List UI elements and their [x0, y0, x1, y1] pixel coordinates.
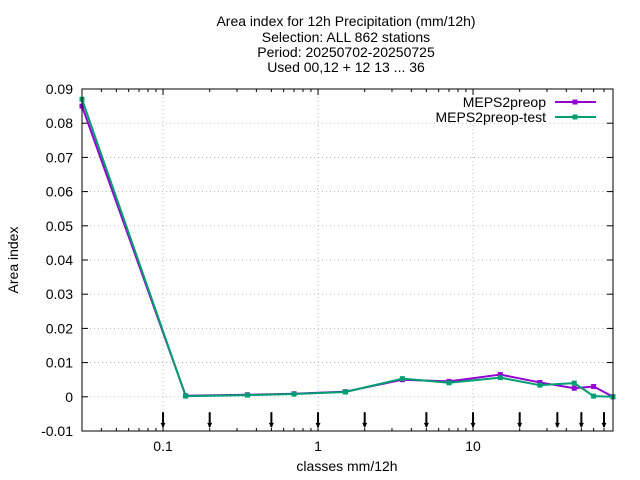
y-tick-label: 0.08: [46, 115, 73, 131]
y-tick-label: 0.03: [46, 286, 73, 302]
series-1-point: [571, 380, 577, 386]
class-marker-arrowhead: [470, 422, 476, 428]
class-marker-arrowhead: [578, 422, 584, 428]
series-1-point: [497, 375, 503, 381]
axis-ticks: -0.01 0 0.01 0.02 0.03 0.04 0.05 0.06 0.07 0.08 0.…: [41, 81, 613, 454]
legend-marker-meps2preop-test: [572, 114, 578, 120]
legend: MEPS2preop MEPS2preop-test: [436, 94, 596, 125]
series-1-point: [291, 391, 297, 397]
legend-marker-meps2preop: [572, 99, 578, 105]
series-0-point: [591, 384, 597, 390]
series-1-point: [591, 393, 597, 399]
y-tick-label: 0.04: [46, 252, 73, 268]
series-1-point: [342, 389, 348, 395]
chart-title: Area index for 12h Precipitation (mm/12h…: [216, 13, 475, 75]
title-line-3: Period: 20250702-20250725: [257, 44, 435, 60]
series-0-point: [571, 385, 577, 391]
x-tick-label: 0.1: [153, 438, 173, 454]
class-marker-arrowhead: [554, 422, 560, 428]
y-tick-label: 0.09: [46, 81, 73, 97]
x-tick-label: 1: [314, 438, 322, 454]
series-0-point: [537, 379, 543, 385]
legend-label-meps2preop-test: MEPS2preop-test: [436, 109, 547, 125]
series-1-point: [446, 380, 452, 386]
series-1-point: [244, 392, 250, 398]
class-marker-arrowhead: [517, 422, 523, 428]
title-line-1: Area index for 12h Precipitation (mm/12h…: [216, 13, 475, 29]
title-line-4: Used 00,12 + 12 13 ... 36: [267, 59, 425, 75]
class-marker-arrowhead: [601, 422, 607, 428]
class-markers: [160, 412, 607, 428]
y-tick-label: 0.05: [46, 218, 73, 234]
series-1-point: [537, 382, 543, 388]
plot-frame: [81, 88, 614, 432]
x-axis-label: classes mm/12h: [296, 458, 397, 474]
title-line-2: Selection: ALL 862 stations: [262, 29, 430, 45]
class-marker-arrowhead: [362, 422, 368, 428]
series-layer: [79, 96, 616, 400]
legend-label-meps2preop: MEPS2preop: [463, 94, 546, 110]
class-marker-arrowhead: [423, 422, 429, 428]
series-line-1: [81, 98, 614, 398]
class-marker-arrowhead: [160, 422, 166, 428]
y-tick-label: 0.06: [46, 184, 73, 200]
class-marker-arrowhead: [315, 422, 321, 428]
class-marker-arrowhead: [268, 422, 274, 428]
y-tick-label: 0.07: [46, 149, 73, 165]
series-0-point: [497, 372, 503, 378]
y-tick-label: 0: [65, 389, 73, 405]
y-tick-label: 0.01: [46, 355, 73, 371]
series-1-point: [399, 376, 405, 382]
y-tick-label: 0.02: [46, 320, 73, 336]
x-tick-label: 10: [465, 438, 481, 454]
grid: [82, 89, 613, 431]
series-1-point: [183, 393, 189, 399]
y-tick-label: -0.01: [41, 423, 73, 439]
y-axis-label: Area index: [5, 227, 21, 294]
class-marker-arrowhead: [207, 422, 213, 428]
series-line-0: [81, 105, 614, 398]
